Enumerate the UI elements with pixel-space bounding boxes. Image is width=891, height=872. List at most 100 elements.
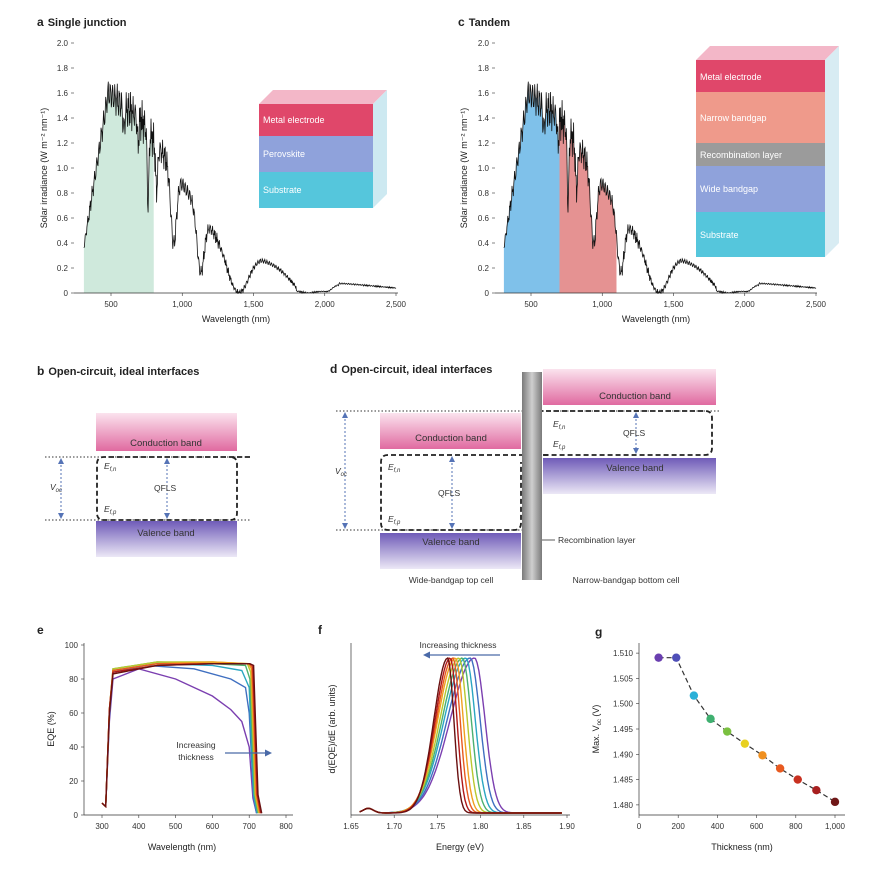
y-tick-label: 1.0 [57,164,69,173]
y-tick-label: 2.0 [57,39,69,48]
y-tick-label: 80 [69,675,78,684]
y-tick-label: 1.485 [613,776,634,785]
y-tick-label: 0.6 [478,214,490,223]
y-ticks: 0 0.2 0.4 0.6 0.8 1.0 1.2 1.4 1.6 1.8 2.0 [57,39,74,298]
recombination-layer-label: Recombination layer [700,150,782,160]
derivative-series-9 [359,656,562,814]
increasing-thickness-line1: Increasing [176,740,215,750]
efp-top-label: Ef,p [388,514,401,526]
valence-band [96,521,237,557]
valence-band-label: Valence band [137,528,194,539]
y-axis-label: Max. Voc (V) [591,705,603,754]
ticks: 1.480 1.485 1.490 1.495 1.500 1.505 1.510 0 200 4… [613,649,846,831]
x-tick-label: 1,500 [243,300,264,309]
x-tick-label: 1.85 [516,822,532,831]
single-junction-stack: Metal electrode Perovskite Substrate [259,90,387,208]
derivative-series [359,656,562,814]
x-axis-label: Thickness (nm) [711,842,773,852]
x-tick-label: 1.80 [473,822,489,831]
trend-line [658,657,836,803]
y-tick-label: 0 [74,811,79,820]
single-junction-spectrum-chart: 0 0.2 0.4 0.6 0.8 1.0 1.2 1.4 1.6 1.8 2.0 500 1,000… [39,39,407,324]
x-tick-label: 1.65 [343,822,359,831]
y-axis-label: EQE (%) [46,711,56,747]
y-tick-label: 1.8 [478,64,490,73]
ticks: 1.65 1.70 1.75 1.80 1.85 1.90 [343,815,575,831]
y-tick-label: 40 [69,743,78,752]
perovskite-label: Perovskite [263,149,305,159]
eqe-derivative-chart: 1.65 1.70 1.75 1.80 1.85 1.90 Energy (eV) d(E… [327,640,575,852]
y-ticks: 0 0.2 0.4 0.6 0.8 1.0 1.2 1.4 1.6 1.8 2.0 [478,39,495,298]
increasing-thickness-line2: thickness [178,752,213,762]
efp-label: Ef,p [104,504,117,516]
efn-label: Ef,n [104,461,117,473]
data-point-9 [793,775,802,784]
recombination-layer-label: Recombination layer [558,535,636,545]
conduction-band-bottom-label: Conduction band [599,391,671,402]
substrate-layer [259,172,373,208]
x-tick-label: 1,000 [172,300,193,309]
y-tick-label: 0.2 [57,264,69,273]
wide-bandgap-label: Wide bandgap [700,184,758,194]
y-tick-label: 0.4 [478,239,490,248]
panel-a-title: a Single junction [37,15,127,29]
y-tick-label: 20 [69,777,78,786]
panel-e-label: e [37,623,44,637]
data-point-6 [740,739,750,748]
y-tick-label: 0.4 [57,239,69,248]
conduction-band [96,413,237,451]
eqe-series-8 [101,663,262,814]
top-cell-label: Wide-bandgap top cell [409,575,494,585]
y-tick-label: 1.2 [57,139,69,148]
x-ticks: 500 1,000 1,500 2,000 2,500 [104,293,407,309]
x-tick-label: 400 [711,822,725,831]
x-tick-label: 600 [750,822,764,831]
x-axis-label: Energy (eV) [436,842,484,852]
substrate-label: Substrate [700,230,739,240]
single-junction-band-diagram: Conduction band Valence band QFLS Ef,n E… [45,413,250,557]
y-tick-label: 0.6 [57,214,69,223]
eqe-series [101,661,263,814]
x-tick-label: 1.75 [430,822,446,831]
conduction-band-label: Conduction band [130,438,202,449]
x-axis-label: Wavelength (nm) [148,842,216,852]
tandem-stack: Metal electrode Narrow bandgap Recombina… [696,46,839,257]
y-tick-label: 1.4 [478,114,490,123]
wide-bandgap-layer [696,166,825,212]
conduction-band-top-label: Conduction band [415,433,487,444]
y-tick-label: 1.505 [613,674,634,683]
y-tick-label: 1.6 [478,89,490,98]
y-tick-label: 1.6 [57,89,69,98]
data-point-4 [706,714,715,724]
data-points [654,653,840,807]
y-tick-label: 0.8 [57,189,69,198]
narrow-bandgap-layer [696,92,825,143]
y-axis-label: Solar irradiance (W m⁻² nm⁻¹) [39,108,49,229]
data-point-5 [723,727,732,736]
y-tick-label: 0.2 [478,264,490,273]
x-tick-label: 0 [637,822,642,831]
single-junction-solar-spectrum [83,81,397,295]
metal-electrode-layer [696,60,825,92]
conduction-band-top-cell [380,413,521,449]
y-tick-label: 100 [65,641,79,650]
valence-band-top-label: Valence band [422,537,479,548]
x-tick-label: 1,000 [825,822,846,831]
panel-c-title: c Tandem [458,15,511,29]
eqe-series-5 [101,661,260,814]
panel-d-title: d Open-circuit, ideal interfaces [330,362,493,376]
tandem-spectrum-chart: 0 0.2 0.4 0.6 0.8 1.0 1.2 1.4 1.6 1.8 2.0 500 1,000… [459,39,827,324]
conduction-band-bottom-cell [543,369,716,405]
narrow-bandgap-label: Narrow bandgap [700,113,767,123]
y-tick-label: 1.4 [57,114,69,123]
data-point-11 [830,797,840,807]
x-ticks: 500 1,000 1,500 2,000 2,500 [524,293,827,309]
x-tick-label: 1.70 [386,822,402,831]
x-tick-label: 700 [243,822,257,831]
panel-g-label: g [595,625,603,639]
x-tick-label: 1,000 [592,300,613,309]
eqe-series-9 [101,663,263,814]
eqe-series-4 [101,661,259,814]
y-tick-label: 1.495 [613,725,634,734]
